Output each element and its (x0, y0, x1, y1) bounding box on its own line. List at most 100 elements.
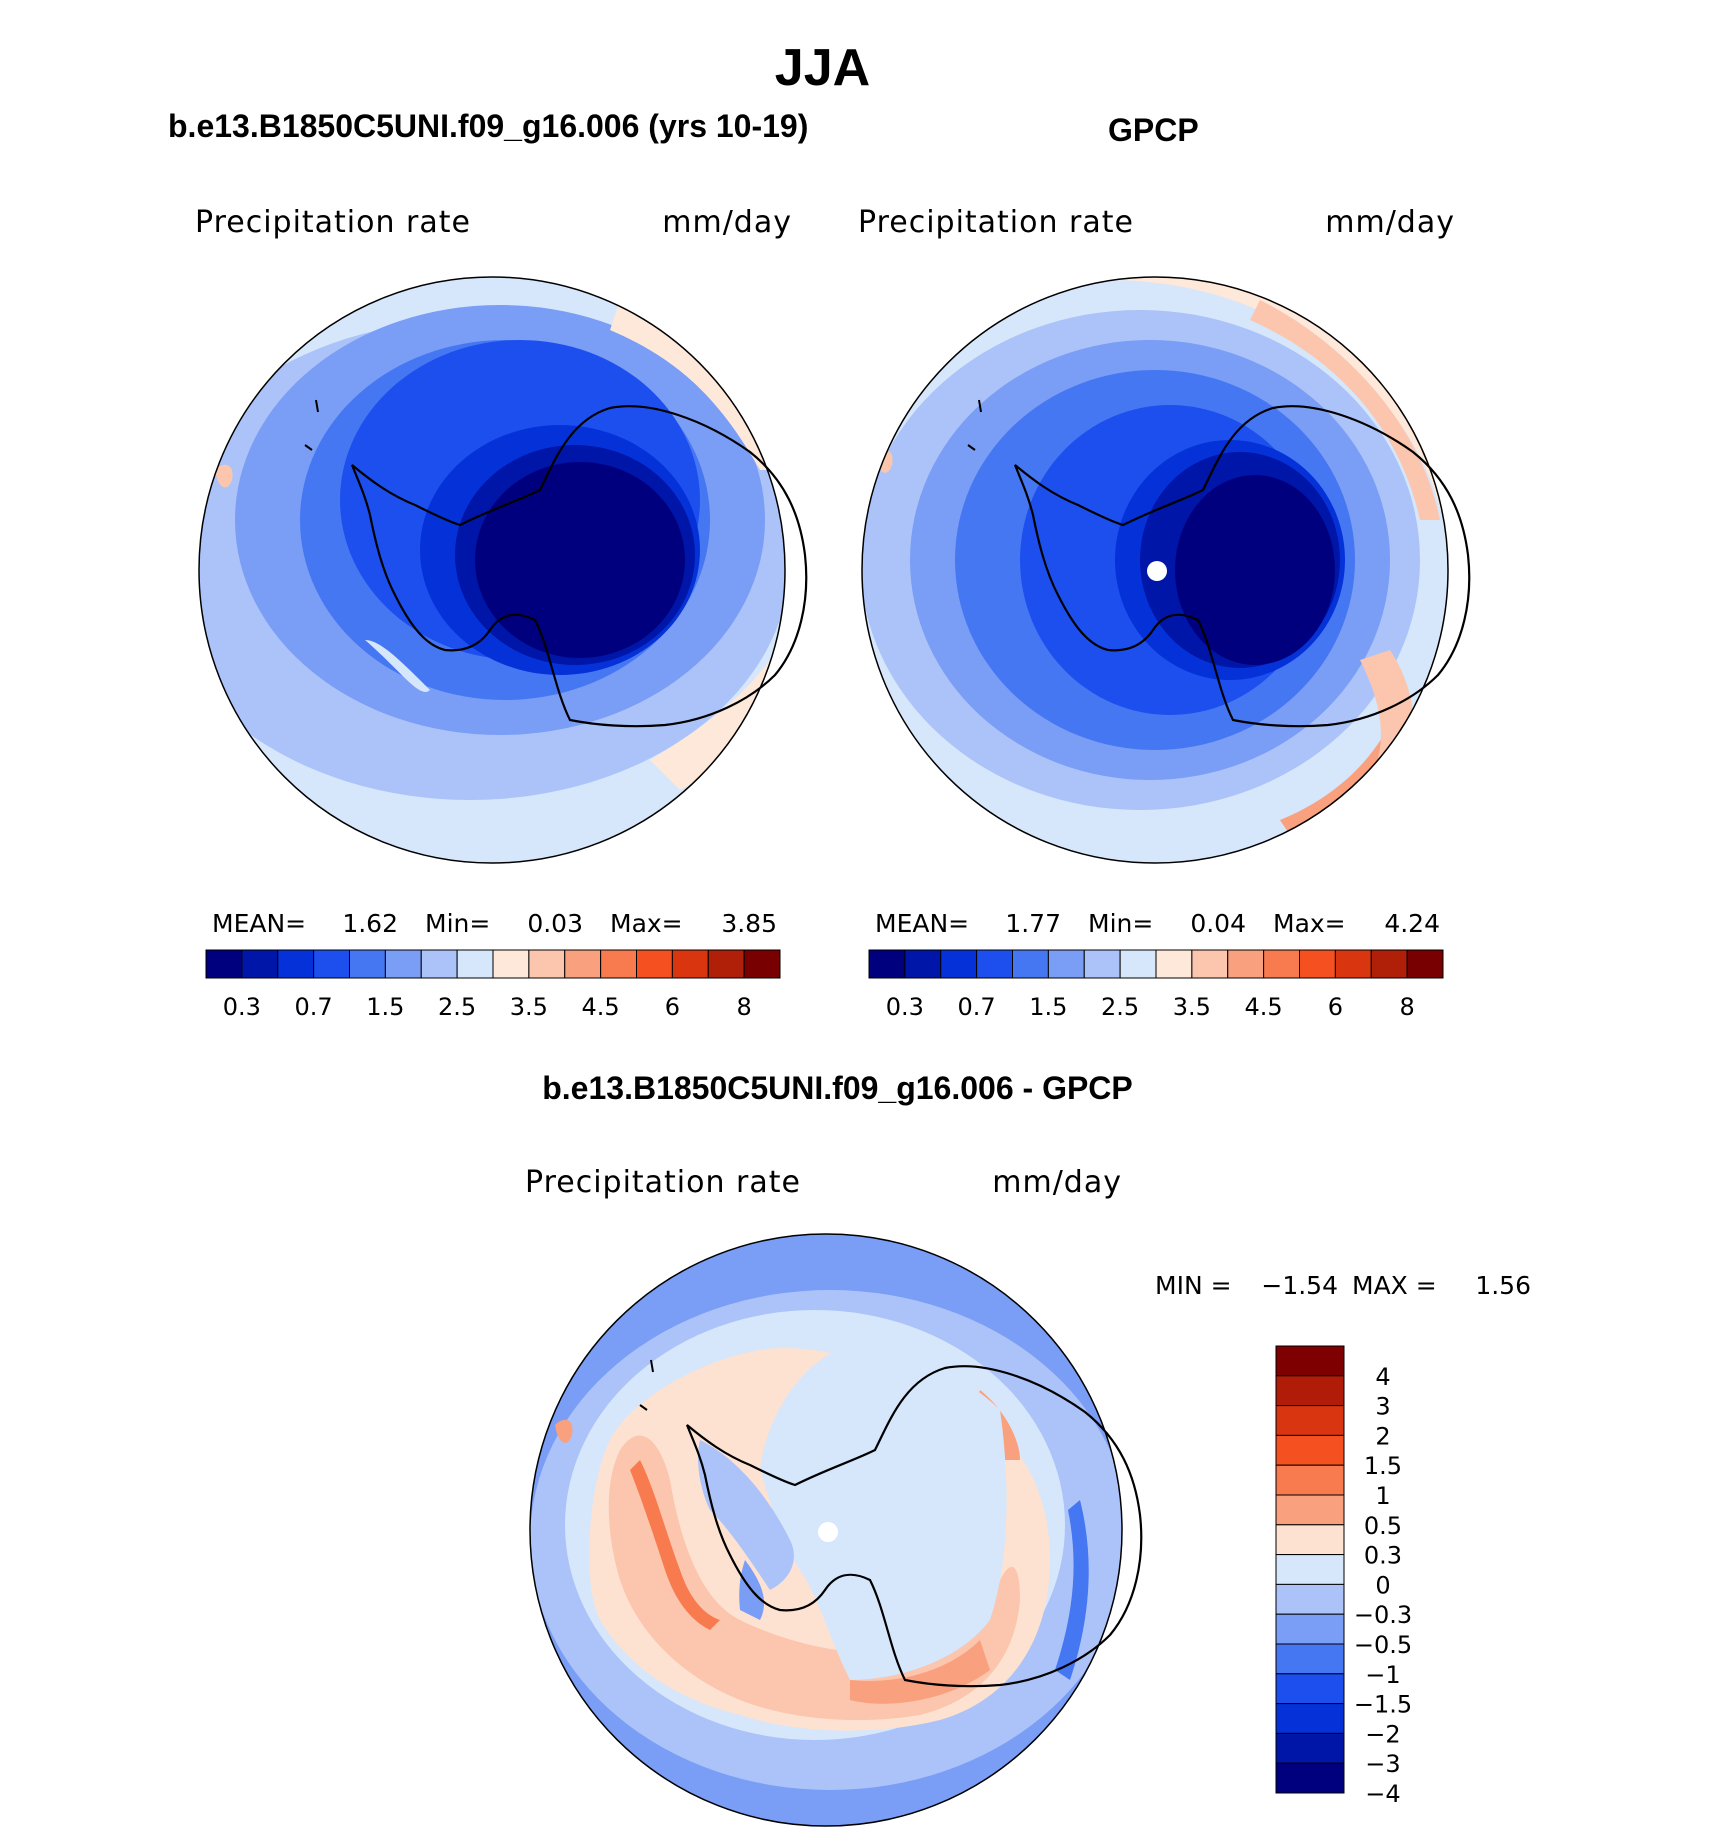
obs-map: Precipitation rate mm/day (858, 205, 1471, 864)
diff-colorbar-label: 0.5 (1364, 1512, 1402, 1540)
diff-colorbar-swatch (1275, 1583, 1345, 1615)
obs-units-label: mm/day (1325, 205, 1455, 240)
model-min-label: Min= (425, 909, 490, 938)
obs-colorbar-swatch (868, 949, 906, 979)
diff-colorbar-swatch (1275, 1345, 1345, 1377)
model-mean-label: MEAN= (212, 909, 306, 938)
obs-colorbar-swatch (1227, 949, 1265, 979)
model-colorbar-label: 6 (665, 993, 680, 1021)
obs-min-label: Min= (1088, 909, 1153, 938)
model-map: Precipitation rate mm/day (195, 205, 808, 864)
diff-colorbar-label: 2 (1375, 1422, 1390, 1450)
obs-colorbar-label: 0.7 (958, 993, 996, 1021)
model-colorbar: 0.3 0.7 1.5 2.5 3.5 4.5 6 8 (205, 949, 781, 1021)
obs-variable-label: Precipitation rate (858, 205, 1134, 240)
diff-colorbar-swatch (1275, 1494, 1345, 1526)
obs-colorbar-swatch (1012, 949, 1049, 979)
model-colorbar-swatch (671, 949, 709, 979)
figure-title: JJA (774, 39, 871, 97)
diff-colorbar-swatch (1275, 1703, 1345, 1734)
diff-variable-label: Precipitation rate (525, 1165, 801, 1200)
diff-colorbar-swatch (1275, 1673, 1345, 1705)
obs-colorbar-label: 6 (1328, 993, 1343, 1021)
obs-colorbar-label: 8 (1399, 993, 1414, 1021)
diff-min-value: −1.54 (1261, 1271, 1338, 1300)
obs-mean-value: 1.77 (1005, 909, 1061, 938)
model-panel-title: b.e13.B1850C5UNI.f09_g16.006 (yrs 10-19) (168, 108, 809, 144)
diff-colorbar-swatch (1275, 1762, 1345, 1794)
model-colorbar-swatch (636, 949, 673, 979)
diff-stats: MIN = −1.54 MAX = 1.56 (1155, 1271, 1531, 1300)
diff-max-label: MAX = (1352, 1271, 1437, 1300)
diff-colorbar-swatch (1275, 1524, 1345, 1556)
model-colorbar-swatch (384, 949, 422, 979)
model-max-value: 3.85 (721, 909, 777, 938)
diff-colorbar-label: −2 (1365, 1720, 1400, 1748)
obs-colorbar-swatch (1047, 949, 1085, 979)
diff-colorbar-label: 0.3 (1364, 1542, 1402, 1570)
obs-colorbar-swatch (1191, 949, 1229, 979)
model-colorbar-swatch (241, 949, 279, 979)
model-colorbar-label: 4.5 (582, 993, 620, 1021)
obs-min-value: 0.04 (1190, 909, 1246, 938)
obs-colorbar-label: 1.5 (1029, 993, 1067, 1021)
obs-colorbar-swatch (1155, 949, 1193, 979)
model-colorbar-label: 1.5 (366, 993, 404, 1021)
model-max-label: Max= (610, 909, 683, 938)
diff-colorbar-swatch (1275, 1375, 1345, 1407)
obs-colorbar-swatch (1263, 949, 1300, 979)
obs-max-value: 4.24 (1384, 909, 1440, 938)
model-colorbar-label: 3.5 (510, 993, 548, 1021)
obs-colorbar-swatch (1119, 949, 1157, 979)
obs-colorbar: 0.3 0.7 1.5 2.5 3.5 4.5 6 8 (868, 949, 1444, 1021)
obs-colorbar-swatch (1334, 949, 1372, 979)
obs-colorbar-swatch (1299, 949, 1336, 979)
model-colorbar-swatch (528, 949, 566, 979)
diff-colorbar-label: −1 (1365, 1661, 1400, 1689)
model-colorbar-swatch (707, 949, 745, 979)
obs-colorbar-swatch (976, 949, 1013, 979)
model-colorbar-swatch (456, 949, 494, 979)
diff-colorbar-label: −1.5 (1354, 1691, 1412, 1719)
diff-units-label: mm/day (992, 1165, 1122, 1200)
obs-panel-title: GPCP (1108, 112, 1199, 148)
obs-stats: MEAN= 1.77 Min= 0.04 Max= 4.24 (875, 909, 1440, 938)
diff-colorbar-label: −3 (1365, 1750, 1400, 1778)
model-colorbar-swatch (420, 949, 458, 979)
diff-min-label: MIN = (1155, 1271, 1232, 1300)
obs-colorbar-label: 3.5 (1173, 993, 1211, 1021)
obs-colorbar-swatch (940, 949, 978, 979)
model-colorbar-label: 8 (736, 993, 751, 1021)
diff-colorbar-label: 1 (1375, 1482, 1390, 1510)
model-colorbar-swatch (564, 949, 602, 979)
model-colorbar-swatch (277, 949, 315, 979)
model-colorbar-label: 0.3 (223, 993, 261, 1021)
diff-colorbar-label: −4 (1365, 1780, 1400, 1808)
diff-panel-title: b.e13.B1850C5UNI.f09_g16.006 - GPCP (542, 1070, 1133, 1106)
model-units-label: mm/day (662, 205, 792, 240)
obs-colorbar-swatch (1406, 949, 1444, 979)
obs-colorbar-label: 4.5 (1245, 993, 1283, 1021)
model-colorbar-swatch (600, 949, 637, 979)
diff-colorbar-label: −0.5 (1354, 1631, 1412, 1659)
diff-colorbar-swatch (1275, 1464, 1345, 1496)
diff-colorbar-label: 4 (1375, 1363, 1390, 1391)
diff-colorbar-swatch (1275, 1405, 1345, 1436)
diff-colorbar-label: 3 (1375, 1393, 1390, 1421)
model-colorbar-label: 2.5 (438, 993, 476, 1021)
model-stats: MEAN= 1.62 Min= 0.03 Max= 3.85 (212, 909, 777, 938)
obs-colorbar-label: 0.3 (886, 993, 924, 1021)
model-variable-label: Precipitation rate (195, 205, 471, 240)
model-min-value: 0.03 (527, 909, 583, 938)
diff-colorbar-swatch (1275, 1643, 1345, 1675)
obs-mean-label: MEAN= (875, 909, 969, 938)
model-colorbar-swatch (205, 949, 243, 979)
diff-colorbar-label: 0 (1375, 1571, 1390, 1599)
diff-colorbar-swatch (1275, 1434, 1345, 1466)
obs-colorbar-label: 2.5 (1101, 993, 1139, 1021)
obs-colorbar-swatch (904, 949, 942, 979)
obs-colorbar-swatch (1370, 949, 1408, 979)
model-colorbar-swatch (492, 949, 530, 979)
diff-colorbar-swatch (1275, 1554, 1345, 1585)
